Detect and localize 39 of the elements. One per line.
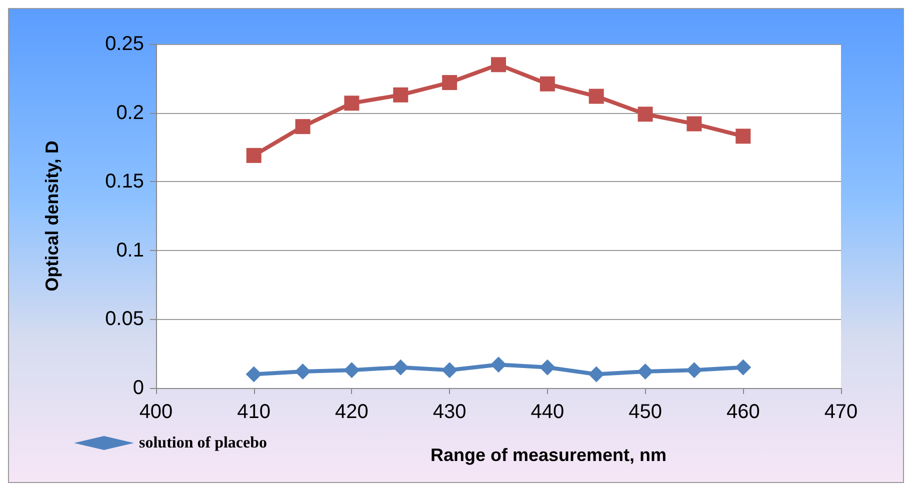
- point: [246, 148, 262, 163]
- x-tick-label: 440: [530, 401, 564, 423]
- point: [686, 116, 702, 132]
- y-tick-label: 0: [132, 377, 144, 399]
- y-tick-label: 0.05: [105, 308, 144, 330]
- x-tick-label: 430: [432, 401, 466, 423]
- point: [344, 96, 360, 111]
- point: [686, 362, 702, 378]
- y-tick-label: 0.2: [116, 102, 144, 124]
- x-tick-label: 460: [726, 401, 760, 423]
- y-axis-title: Optical density, D: [42, 140, 62, 292]
- point: [735, 359, 752, 376]
- x-tick-label: 450: [628, 401, 662, 423]
- point: [638, 106, 653, 122]
- point: [491, 57, 506, 72]
- point: [540, 76, 555, 92]
- point: [490, 356, 506, 373]
- point: [637, 363, 654, 380]
- point: [442, 75, 458, 90]
- x-tick-label: 470: [824, 401, 858, 423]
- point: [246, 366, 262, 382]
- y-tick-label: 0.1: [116, 239, 144, 262]
- point: [588, 88, 604, 104]
- y-tick-label: 0.25: [105, 33, 144, 55]
- point: [392, 359, 409, 376]
- point: [294, 363, 311, 380]
- point: [442, 362, 458, 378]
- point: [393, 87, 408, 102]
- x-axis-title: Range of measurement, nm: [430, 445, 667, 465]
- point: [539, 359, 556, 376]
- legend-label: solution of placebo: [139, 434, 268, 452]
- y-tick-label: 0.15: [105, 170, 144, 193]
- point: [344, 362, 360, 378]
- x-tick-label: 410: [237, 401, 271, 423]
- x-tick-label: 400: [139, 401, 173, 423]
- x-tick-label: 420: [335, 401, 368, 423]
- point: [588, 366, 604, 382]
- point: [736, 128, 751, 144]
- point: [295, 119, 310, 134]
